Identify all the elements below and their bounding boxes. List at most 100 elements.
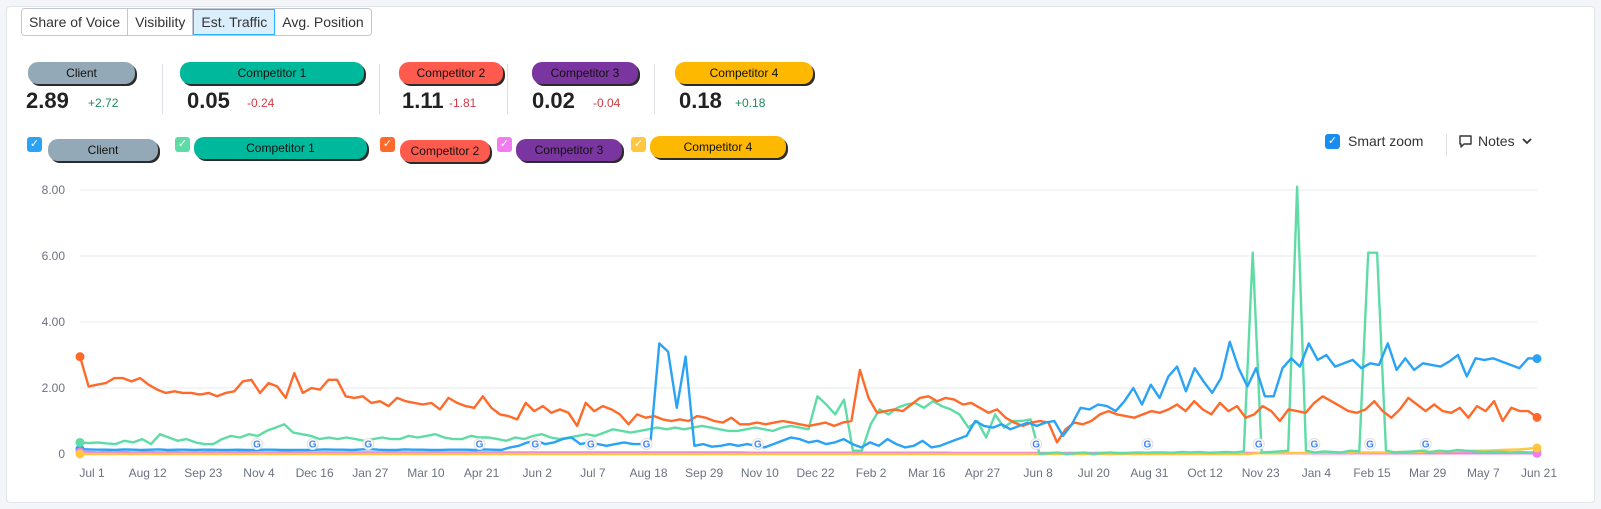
checkbox-checked-icon[interactable]: ✓ — [175, 137, 190, 152]
x-tick-label: Aug 12 — [129, 466, 167, 480]
smart-zoom-label: Smart zoom — [1348, 133, 1424, 149]
legend-label: Client — [87, 143, 119, 157]
kpi-competitor-3: Competitor 3 0.02 -0.04 — [508, 62, 654, 120]
google-update-icon: G — [1364, 438, 1377, 451]
kpi-competitor-1: Competitor 1 0.05 -0.24 — [163, 62, 379, 120]
google-update-icon: G — [1252, 438, 1265, 451]
google-update-icon: G — [473, 438, 486, 451]
legend-label: Competitor 1 — [246, 141, 315, 155]
google-update-icon: G — [1141, 438, 1154, 451]
svg-text:G: G — [476, 440, 484, 451]
x-tick-label: Jul 1 — [79, 466, 105, 480]
series-end-point — [1532, 412, 1542, 422]
kpi-delta: +0.18 — [735, 96, 766, 110]
x-tick-label: Nov 10 — [741, 466, 779, 480]
series-end-point — [1532, 354, 1542, 364]
series-line-client — [79, 340, 1538, 452]
x-tick-label: Jun 2 — [523, 466, 553, 480]
series-end-point — [1532, 443, 1542, 453]
kpi-divider — [654, 64, 655, 114]
kpi-name-pill: Competitor 2 — [399, 62, 503, 84]
y-tick-label: 0 — [58, 447, 65, 461]
x-tick-label: Sep 29 — [685, 466, 723, 480]
legend-pill: Client — [48, 139, 158, 161]
x-tick-label: Nov 4 — [243, 466, 275, 480]
traffic-widget — [6, 6, 1595, 503]
legend-label: Competitor 3 — [534, 143, 604, 157]
svg-text:G: G — [754, 440, 762, 451]
kpi-name: Client — [66, 66, 97, 80]
kpi-client: Client 2.89 +2.72 — [20, 62, 162, 120]
x-tick-label: Jun 21 — [1521, 466, 1557, 480]
series-line-competitor-1 — [79, 185, 1537, 456]
kpi-value: 0.18 — [679, 88, 722, 113]
kpi-delta: -0.04 — [593, 96, 621, 110]
kpi-name: Competitor 1 — [237, 66, 307, 80]
divider — [1446, 134, 1447, 156]
tab-avg-position[interactable]: Avg. Position — [275, 9, 371, 35]
x-tick-label: Dec 22 — [796, 466, 834, 480]
kpi-value: 0.05 — [187, 88, 230, 113]
legend-pill: Competitor 3 — [516, 139, 622, 161]
kpi-name-pill: Competitor 1 — [180, 62, 364, 84]
tab-share-of-voice[interactable]: Share of Voice — [22, 9, 129, 35]
kpi-divider — [162, 64, 163, 114]
svg-text:G: G — [364, 440, 372, 451]
kpi-summary: Client 2.89 +2.72 Competitor 1 0.05 -0.2… — [20, 62, 825, 122]
x-tick-label: Nov 23 — [1242, 466, 1280, 480]
kpi-name-pill: Competitor 3 — [532, 62, 638, 84]
google-update-icon: G — [1308, 438, 1321, 451]
metric-tabs: Share of Voice Visibility Est. Traffic A… — [21, 8, 372, 36]
chevron-down-icon — [1521, 138, 1532, 145]
x-tick-label: Aug 31 — [1130, 466, 1168, 480]
checkbox-checked-icon[interactable]: ✓ — [497, 137, 512, 152]
x-tick-label: Apr 27 — [965, 466, 1001, 480]
svg-text:G: G — [531, 440, 539, 451]
checkbox-checked-icon[interactable]: ✓ — [27, 137, 42, 152]
x-tick-label: Jul 20 — [1078, 466, 1110, 480]
checkbox-checked-icon[interactable]: ✓ — [1325, 133, 1340, 149]
kpi-value: 2.89 — [26, 88, 69, 113]
x-tick-label: Feb 15 — [1353, 466, 1391, 480]
y-tick-label: 6.00 — [42, 249, 66, 263]
svg-text:G: G — [1032, 440, 1040, 451]
tab-visibility[interactable]: Visibility — [128, 9, 194, 35]
google-update-icon: G — [751, 438, 764, 451]
google-update-icon: G — [1030, 438, 1043, 451]
kpi-name: Competitor 3 — [550, 66, 620, 80]
legend-label: Competitor 2 — [410, 144, 480, 158]
x-tick-label: Oct 12 — [1187, 466, 1223, 480]
svg-text:G: G — [1310, 440, 1318, 451]
x-tick-label: Aug 18 — [630, 466, 668, 480]
kpi-delta: +2.72 — [88, 96, 119, 110]
tab-est-traffic[interactable]: Est. Traffic — [193, 9, 276, 35]
x-tick-label: Feb 2 — [856, 466, 887, 480]
notes-dropdown[interactable]: Notes — [1458, 133, 1539, 149]
x-tick-label: May 7 — [1467, 466, 1500, 480]
legend-pill: Competitor 2 — [400, 140, 490, 162]
google-update-icon: G — [306, 438, 319, 451]
svg-text:G: G — [587, 440, 595, 451]
legend-pill: Competitor 4 — [650, 136, 786, 158]
google-update-icon: G — [1419, 438, 1432, 451]
checkbox-checked-icon[interactable]: ✓ — [631, 137, 646, 152]
svg-text:G: G — [253, 440, 261, 451]
x-tick-label: Mar 16 — [908, 466, 946, 480]
x-tick-label: Mar 29 — [1409, 466, 1447, 480]
legend-pill: Competitor 1 — [194, 137, 367, 159]
x-tick-label: Mar 10 — [407, 466, 445, 480]
x-tick-label: Jan 27 — [352, 466, 388, 480]
x-tick-label: Jul 7 — [580, 466, 606, 480]
kpi-divider — [379, 64, 380, 114]
svg-text:G: G — [1255, 440, 1263, 451]
series-start-point — [75, 449, 85, 459]
smart-zoom-toggle[interactable]: ✓ Smart zoom — [1325, 133, 1423, 149]
google-update-icon: G — [640, 438, 653, 451]
x-tick-label: Apr 21 — [464, 466, 500, 480]
legend-row: ✓ Client ✓ Competitor 1 ✓ Competitor 2 ✓… — [20, 130, 1550, 162]
google-update-icon: G — [529, 438, 542, 451]
checkbox-checked-icon[interactable]: ✓ — [380, 137, 395, 152]
series-start-point — [75, 352, 85, 362]
google-update-icon: G — [250, 438, 263, 451]
